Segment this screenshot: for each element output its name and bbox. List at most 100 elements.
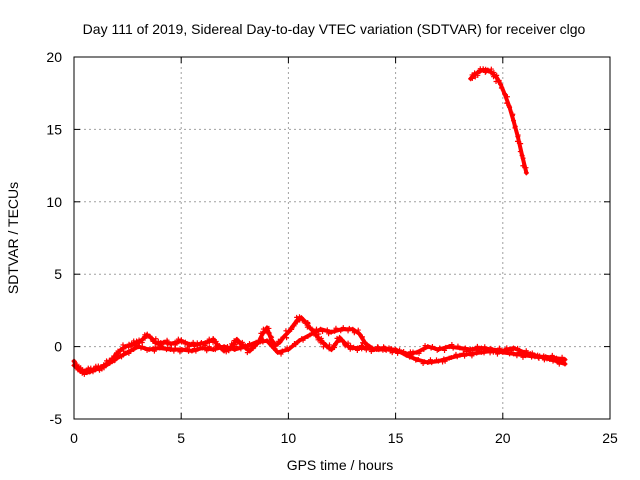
x-tick-label: 25 xyxy=(602,430,618,446)
data-point xyxy=(403,351,409,357)
data-point xyxy=(232,346,238,352)
data-point xyxy=(245,344,251,350)
data-point xyxy=(213,338,219,344)
data-point xyxy=(266,330,272,336)
data-point xyxy=(462,345,468,351)
data-point xyxy=(477,69,483,75)
data-point xyxy=(517,348,523,354)
data-point xyxy=(231,338,237,344)
data-point xyxy=(359,334,365,340)
x-axis-label: GPS time / hours xyxy=(287,457,394,473)
data-point xyxy=(515,345,521,351)
data-point xyxy=(99,366,105,372)
data-point xyxy=(272,341,278,347)
data-point xyxy=(299,316,305,322)
data-point xyxy=(305,319,311,325)
chart-title: Day 111 of 2019, Sidereal Day-to-day VTE… xyxy=(83,21,586,37)
data-point xyxy=(462,353,468,359)
data-point xyxy=(266,339,272,345)
data-point xyxy=(289,326,295,332)
data-point xyxy=(416,350,422,356)
data-point xyxy=(482,344,488,350)
data-point xyxy=(470,346,476,352)
data-point xyxy=(224,344,230,350)
data-point xyxy=(270,338,276,344)
data-point xyxy=(239,343,245,349)
data-point xyxy=(421,359,427,365)
data-point xyxy=(559,354,565,360)
data-point xyxy=(474,350,480,356)
data-point xyxy=(105,361,111,367)
data-point xyxy=(469,353,475,359)
data-point xyxy=(206,339,212,345)
data-point xyxy=(425,344,431,350)
data-point xyxy=(293,342,299,348)
data-point xyxy=(356,345,362,351)
x-tick-label: 20 xyxy=(495,430,511,446)
data-point xyxy=(328,329,334,335)
x-tick-label: 0 xyxy=(70,430,78,446)
grid xyxy=(74,57,610,419)
data-point xyxy=(556,361,562,367)
x-tick-label: 15 xyxy=(388,430,404,446)
data-point xyxy=(226,347,232,353)
data-point xyxy=(351,344,357,350)
data-point xyxy=(489,346,495,352)
data-point xyxy=(376,347,382,353)
data-point xyxy=(364,341,370,347)
data-point xyxy=(393,348,399,354)
data-point xyxy=(212,347,218,353)
data-point xyxy=(511,351,517,357)
data-point xyxy=(363,347,369,353)
data-point xyxy=(523,165,529,171)
data-point xyxy=(356,331,362,337)
data-point xyxy=(437,345,443,351)
data-point xyxy=(504,94,510,100)
data-point xyxy=(321,340,327,346)
data-point xyxy=(234,337,240,343)
data-point xyxy=(502,348,508,354)
data-point xyxy=(454,354,460,360)
data-point xyxy=(300,337,306,343)
data-point xyxy=(457,345,463,351)
data-point xyxy=(193,348,199,354)
data-point xyxy=(422,343,428,349)
data-point xyxy=(523,348,529,354)
data-point xyxy=(504,100,510,106)
data-point xyxy=(312,330,318,336)
data-point xyxy=(504,345,510,351)
data-point xyxy=(509,112,515,118)
data-point xyxy=(388,346,394,352)
y-tick-label: 5 xyxy=(54,266,62,282)
data-point xyxy=(87,369,93,375)
data-point xyxy=(151,348,157,354)
data-point xyxy=(549,354,555,360)
data-point xyxy=(483,347,489,353)
data-point xyxy=(84,370,90,376)
data-point xyxy=(172,346,178,352)
data-point xyxy=(493,74,499,80)
data-point xyxy=(144,331,150,337)
data-point xyxy=(562,357,568,363)
y-tick-label: 15 xyxy=(46,121,62,137)
data-point xyxy=(78,368,84,374)
data-point xyxy=(218,346,224,352)
data-point xyxy=(478,345,484,351)
data-point xyxy=(460,350,466,356)
data-point xyxy=(111,358,117,364)
data-point xyxy=(278,351,284,357)
data-point xyxy=(132,343,138,349)
data-point xyxy=(429,360,435,366)
data-point xyxy=(294,314,300,320)
data-point xyxy=(210,339,216,345)
data-point xyxy=(474,343,480,349)
data-point xyxy=(512,125,518,131)
data-point xyxy=(537,353,543,359)
y-axis-label: SDTVAR / TECUs xyxy=(5,182,21,294)
data-point xyxy=(238,346,244,352)
data-point xyxy=(523,170,529,176)
data-point xyxy=(164,339,170,345)
data-point xyxy=(286,328,292,334)
data-point xyxy=(115,350,121,356)
data-point xyxy=(562,361,568,367)
